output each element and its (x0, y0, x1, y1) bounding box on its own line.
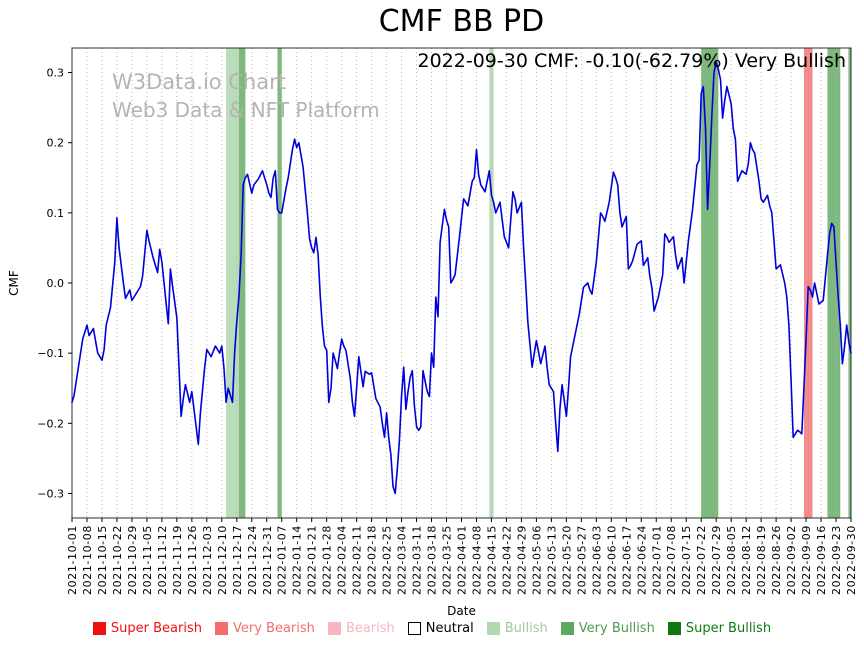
x-tick-label: 2021-12-10 (216, 525, 229, 595)
x-tick-label: 2022-08-12 (740, 525, 753, 595)
x-tick-label: 2022-05-06 (530, 525, 543, 595)
cmf-line (71, 61, 852, 495)
x-tick-label: 2021-11-12 (156, 525, 169, 595)
x-tick-label: 2022-02-04 (336, 525, 349, 595)
legend-swatch-super-bullish (667, 622, 681, 635)
x-tick-label: 2022-06-10 (605, 525, 618, 595)
signal-band-very_bullish (701, 48, 719, 518)
x-tick-label: 2022-03-18 (426, 525, 439, 595)
legend-item-bearish: Bearish (327, 621, 395, 636)
x-tick-label: 2022-04-22 (500, 525, 513, 595)
legend-swatch-super-bearish (92, 622, 106, 635)
legend-item-super-bearish: Super Bearish (92, 621, 202, 636)
x-tick-label: 2022-02-11 (351, 525, 364, 595)
x-tick-label: 2021-11-05 (141, 525, 154, 595)
x-tick-label: 2022-09-23 (830, 525, 843, 595)
x-tick-label: 2022-08-26 (770, 525, 783, 595)
x-tick-label: 2021-12-17 (231, 525, 244, 595)
signal-band-very_bullish (827, 48, 841, 518)
x-tick-label: 2021-12-24 (246, 525, 259, 595)
x-tick-label: 2022-09-16 (815, 525, 828, 595)
x-tick-label: 2022-01-14 (291, 525, 304, 595)
x-tick-label: 2022-07-15 (680, 525, 693, 595)
x-tick-label: 2021-10-29 (126, 525, 139, 595)
x-tick-label: 2022-08-05 (725, 525, 738, 595)
x-tick-label: 2021-10-01 (66, 525, 79, 595)
x-tick-label: 2022-04-15 (485, 525, 498, 595)
x-tick-label: 2022-04-08 (470, 525, 483, 595)
x-tick-label: 2022-06-24 (635, 525, 648, 595)
x-tick-label: 2022-05-13 (545, 525, 558, 595)
x-tick-label: 2022-06-17 (620, 525, 633, 595)
legend-swatch-bearish (327, 622, 341, 635)
signal-band-very_bearish (803, 48, 813, 518)
x-tick-label: 2022-09-30 (845, 525, 858, 595)
x-tick-label: 2021-11-26 (186, 525, 199, 595)
legend-item-bullish: Bullish (486, 621, 548, 636)
legend-label-bullish: Bullish (504, 621, 548, 636)
legend-label-super-bullish: Super Bullish (685, 621, 772, 636)
x-tick-label: 2022-09-02 (785, 525, 798, 595)
signal-band-very_bullish (277, 48, 282, 518)
y-tick-label: −0.1 (37, 347, 64, 360)
signal-band-very_bullish (238, 48, 246, 518)
x-tick-label: 2022-03-04 (396, 525, 409, 595)
x-tick-label: 2022-01-07 (276, 525, 289, 595)
x-tick-label: 2022-03-25 (441, 525, 454, 595)
x-tick-label: 2022-05-20 (560, 525, 573, 595)
x-tick-label: 2022-02-18 (366, 525, 379, 595)
x-tick-label: 2021-11-19 (171, 525, 184, 595)
legend-item-very-bullish: Very Bullish (560, 621, 655, 636)
x-tick-label: 2022-04-29 (515, 525, 528, 595)
signal-band-bullish (489, 48, 494, 518)
x-tick-label: 2022-06-03 (590, 525, 603, 595)
x-tick-label: 2022-03-11 (411, 525, 424, 595)
y-tick-label: 0.0 (47, 277, 65, 290)
legend-item-neutral: Neutral (407, 621, 474, 636)
latest-value-annotation: 2022-09-30 CMF: -0.10(-62.79%) Very Bull… (417, 50, 846, 72)
x-tick-label: 2022-09-09 (800, 525, 813, 595)
x-tick-label: 2021-10-22 (111, 525, 124, 595)
legend-item-very-bearish: Very Bearish (215, 621, 315, 636)
signal-band-very_bullish (848, 48, 851, 518)
y-tick-label: 0.3 (47, 67, 65, 80)
y-tick-label: 0.1 (47, 207, 65, 220)
legend-swatch-very-bearish (215, 622, 228, 635)
x-tick-label: 2022-02-25 (381, 525, 394, 595)
x-axis-label: Date (447, 604, 476, 618)
x-tick-label: 2021-10-08 (81, 525, 94, 595)
y-tick-label: 0.2 (47, 137, 65, 150)
y-tick-label: −0.2 (37, 417, 64, 430)
x-tick-label: 2022-01-21 (306, 525, 319, 595)
legend-label-very-bearish: Very Bearish (233, 621, 315, 636)
x-tick-label: 2021-12-03 (201, 525, 214, 595)
x-tick-label: 2022-05-27 (575, 525, 588, 595)
chart-title: CMF BB PD (378, 4, 545, 39)
x-tick-label: 2022-07-08 (665, 525, 678, 595)
x-tick-label: 2021-10-15 (96, 525, 109, 595)
x-tick-label: 2022-07-29 (710, 525, 723, 595)
legend-label-super-bearish: Super Bearish (110, 621, 202, 636)
x-tick-label: 2022-01-28 (321, 525, 334, 595)
legend-label-very-bullish: Very Bullish (578, 621, 655, 636)
legend-swatch-bullish (486, 622, 500, 635)
x-tick-label: 2021-12-31 (261, 525, 274, 595)
y-tick-label: −0.3 (37, 487, 64, 500)
legend-swatch-neutral (407, 622, 421, 635)
x-tick-label: 2022-07-22 (695, 525, 708, 595)
x-tick-label: 2022-07-01 (650, 525, 663, 595)
legend-label-bearish: Bearish (345, 621, 395, 636)
x-tick-label: 2022-04-01 (456, 525, 469, 595)
legend-label-neutral: Neutral (425, 621, 474, 636)
x-tick-label: 2022-08-19 (755, 525, 768, 595)
legend-item-super-bullish: Super Bullish (667, 621, 772, 636)
signal-band-bullish (226, 48, 239, 518)
legend: Super Bearish Very Bearish Bearish Neutral B… (0, 621, 864, 636)
plot-border (71, 47, 852, 519)
y-axis-label: CMF (7, 270, 21, 296)
legend-swatch-very-bullish (560, 622, 574, 635)
